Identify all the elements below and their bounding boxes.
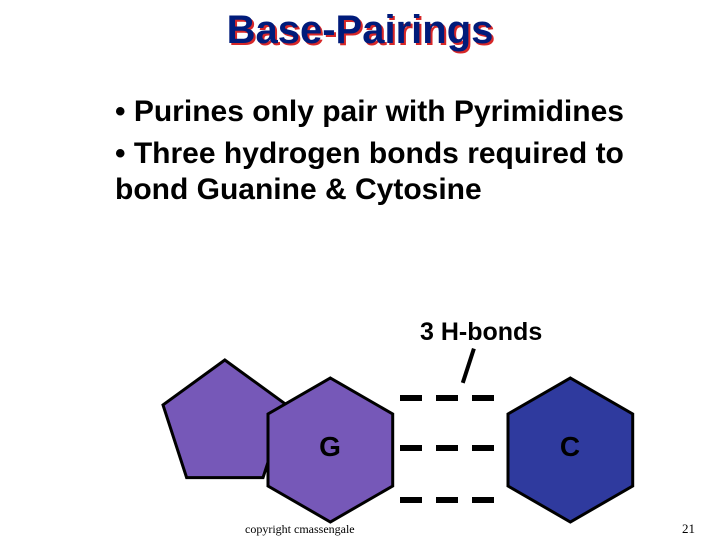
slide-number: 21 xyxy=(682,521,695,537)
hbond-dash xyxy=(472,395,494,401)
hbond-dash xyxy=(436,497,458,503)
slide-title: Base-Pairings Base-Pairings xyxy=(0,8,720,53)
hbond-dash xyxy=(472,445,494,451)
hbond-dash xyxy=(436,395,458,401)
hbond-pointer-line xyxy=(461,348,476,383)
slide-title-front: Base-Pairings xyxy=(227,8,494,52)
guanine-label: G xyxy=(300,431,360,463)
hbond-dash xyxy=(472,497,494,503)
bullet-list: Purines only pair with Pyrimidines Three… xyxy=(115,94,675,214)
hbond-dash xyxy=(436,445,458,451)
cytosine-label: C xyxy=(540,431,600,463)
hbond-dash xyxy=(400,445,422,451)
hbond-label: 3 H-bonds xyxy=(420,318,542,347)
bullet-item: Purines only pair with Pyrimidines xyxy=(115,94,675,130)
bullet-item: Three hydrogen bonds required to bond Gu… xyxy=(115,136,675,208)
hbond-dash xyxy=(400,497,422,503)
copyright-text: copyright cmassengale xyxy=(245,522,355,537)
hbond-dash xyxy=(400,395,422,401)
